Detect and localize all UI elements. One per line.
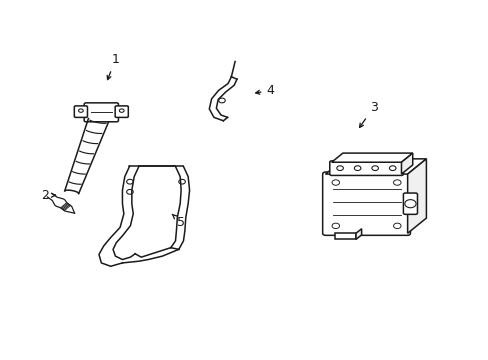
Polygon shape [64,118,108,194]
Polygon shape [355,229,361,239]
Text: 4: 4 [255,84,274,97]
FancyBboxPatch shape [74,106,87,117]
FancyBboxPatch shape [115,106,128,117]
Text: 3: 3 [359,101,377,127]
Polygon shape [407,159,426,233]
Polygon shape [401,153,412,174]
Polygon shape [47,194,75,213]
Polygon shape [99,166,189,266]
FancyBboxPatch shape [403,193,417,214]
FancyBboxPatch shape [84,103,118,122]
Text: 1: 1 [107,53,119,80]
Text: 5: 5 [172,214,185,229]
FancyBboxPatch shape [329,161,403,175]
Polygon shape [331,153,412,162]
FancyBboxPatch shape [322,172,409,235]
Polygon shape [325,159,426,174]
Text: 2: 2 [41,189,55,202]
Polygon shape [334,233,355,239]
